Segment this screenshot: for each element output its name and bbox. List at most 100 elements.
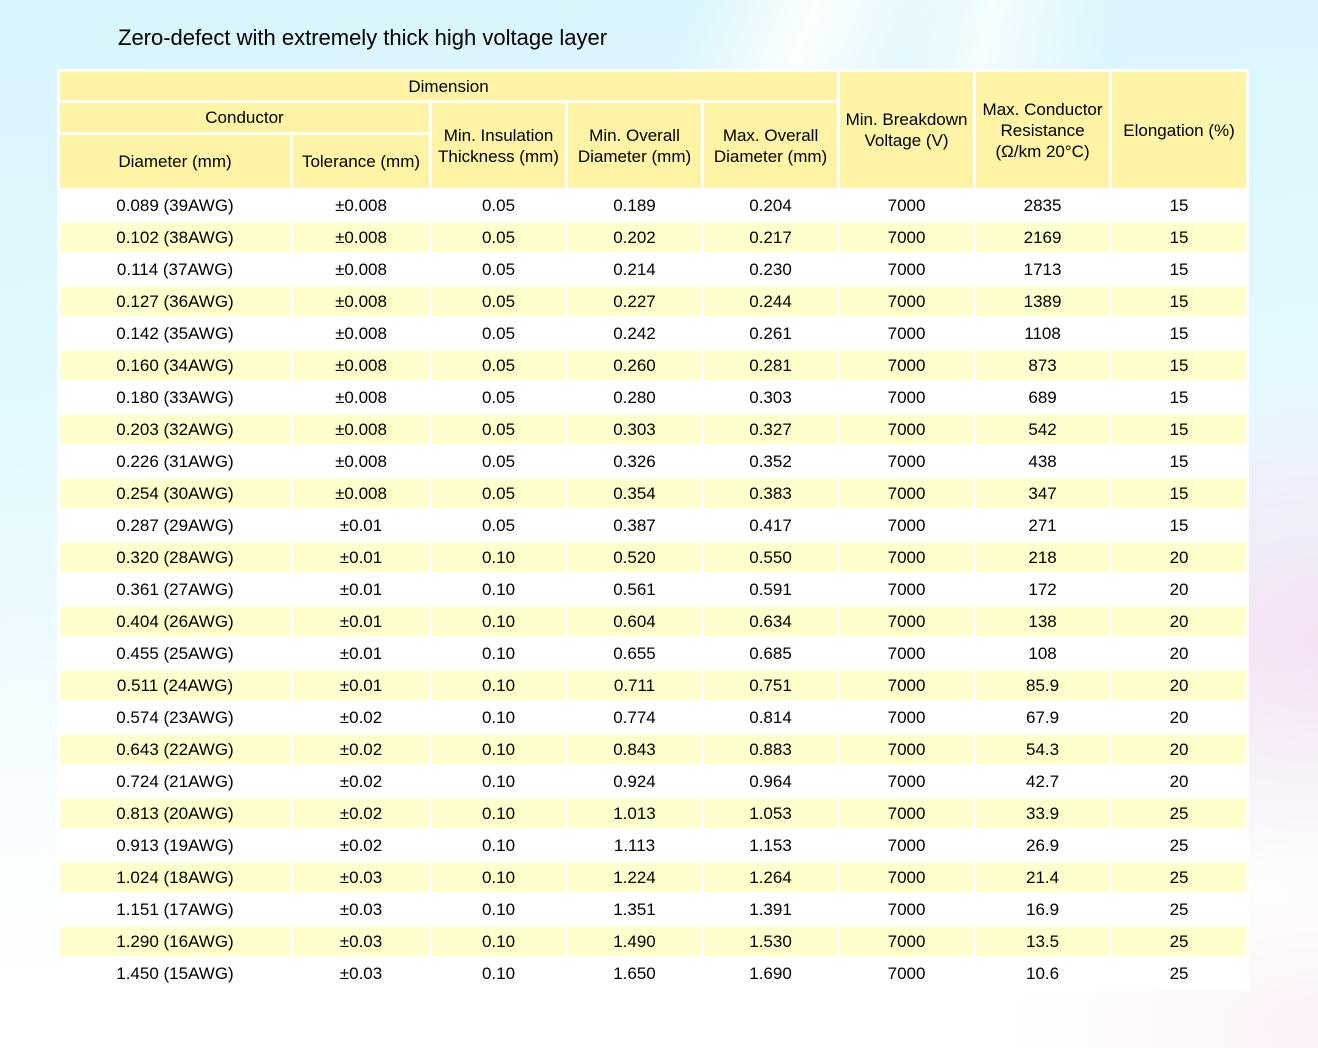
cell: 0.10 <box>432 959 565 988</box>
cell: 20 <box>1112 735 1247 764</box>
cell: ±0.02 <box>293 703 429 732</box>
header-conductor: Conductor <box>60 103 429 133</box>
cell: 7000 <box>840 927 974 956</box>
cell: 2835 <box>976 191 1110 220</box>
cell: 0.102 (38AWG) <box>60 223 290 252</box>
cell: 0.327 <box>704 415 838 444</box>
cell: 0.361 (27AWG) <box>60 575 290 604</box>
cell: 0.913 (19AWG) <box>60 831 290 860</box>
cell: 0.724 (21AWG) <box>60 767 290 796</box>
header-tolerance: Tolerance (mm) <box>293 135 429 188</box>
table-row: 0.254 (30AWG) ±0.008 0.05 0.354 0.383 7000 347… <box>60 479 1247 508</box>
cell: 1713 <box>976 255 1110 284</box>
cell: 0.964 <box>704 767 838 796</box>
cell: 1.391 <box>704 895 838 924</box>
table-row: 1.290 (16AWG) ±0.03 0.10 1.490 1.530 7000 13.5… <box>60 927 1247 956</box>
cell: 1.290 (16AWG) <box>60 927 290 956</box>
table-row: 1.024 (18AWG) ±0.03 0.10 1.224 1.264 7000 21.4… <box>60 863 1247 892</box>
cell: 15 <box>1112 287 1247 316</box>
cell: 0.10 <box>432 863 565 892</box>
cell: 0.226 (31AWG) <box>60 447 290 476</box>
table-row: 0.813 (20AWG) ±0.02 0.10 1.013 1.053 7000 33.9… <box>60 799 1247 828</box>
cell: 0.227 <box>568 287 701 316</box>
table-row: 0.455 (25AWG) ±0.01 0.10 0.655 0.685 7000 108 2… <box>60 639 1247 668</box>
cell: 7000 <box>840 511 974 540</box>
cell: ±0.01 <box>293 607 429 636</box>
cell: 67.9 <box>976 703 1110 732</box>
cell: 7000 <box>840 767 974 796</box>
cell: 0.05 <box>432 447 565 476</box>
cell: 0.114 (37AWG) <box>60 255 290 284</box>
cell: 0.287 (29AWG) <box>60 511 290 540</box>
cell: 0.10 <box>432 575 565 604</box>
cell: 20 <box>1112 767 1247 796</box>
cell: ±0.02 <box>293 831 429 860</box>
table-row: 0.089 (39AWG) ±0.008 0.05 0.189 0.204 7000 283… <box>60 191 1247 220</box>
cell: 7000 <box>840 255 974 284</box>
cell: 1.690 <box>704 959 838 988</box>
cell: 7000 <box>840 703 974 732</box>
cell: 138 <box>976 607 1110 636</box>
cell: 15 <box>1112 447 1247 476</box>
cell: 26.9 <box>976 831 1110 860</box>
cell: 7000 <box>840 895 974 924</box>
cell: 15 <box>1112 415 1247 444</box>
table-row: 0.203 (32AWG) ±0.008 0.05 0.303 0.327 7000 542… <box>60 415 1247 444</box>
cell: 7000 <box>840 543 974 572</box>
cell: 1.264 <box>704 863 838 892</box>
cell: 20 <box>1112 543 1247 572</box>
cell: 0.404 (26AWG) <box>60 607 290 636</box>
table-row: 0.102 (38AWG) ±0.008 0.05 0.202 0.217 7000 216… <box>60 223 1247 252</box>
cell: 0.230 <box>704 255 838 284</box>
cell: ±0.01 <box>293 575 429 604</box>
cell: 1.224 <box>568 863 701 892</box>
cell: 1.351 <box>568 895 701 924</box>
cell: 1.053 <box>704 799 838 828</box>
cell: 0.204 <box>704 191 838 220</box>
cell: 20 <box>1112 639 1247 668</box>
cell: 0.574 (23AWG) <box>60 703 290 732</box>
header-min-breakdown-voltage: Min. Breakdown Voltage (V) <box>840 72 974 188</box>
cell: 0.260 <box>568 351 701 380</box>
cell: 10.6 <box>976 959 1110 988</box>
cell: 0.10 <box>432 639 565 668</box>
cell: 2169 <box>976 223 1110 252</box>
cell: 0.202 <box>568 223 701 252</box>
cell: 20 <box>1112 575 1247 604</box>
cell: 7000 <box>840 639 974 668</box>
cell: 7000 <box>840 671 974 700</box>
cell: ±0.008 <box>293 447 429 476</box>
table-row: 0.913 (19AWG) ±0.02 0.10 1.113 1.153 7000 26.9… <box>60 831 1247 860</box>
cell: 7000 <box>840 319 974 348</box>
cell: 1389 <box>976 287 1110 316</box>
cell: ±0.02 <box>293 767 429 796</box>
cell: 0.10 <box>432 607 565 636</box>
cell: 7000 <box>840 383 974 412</box>
table-row: 0.574 (23AWG) ±0.02 0.10 0.774 0.814 7000 67.9… <box>60 703 1247 732</box>
cell: 0.550 <box>704 543 838 572</box>
cell: 7000 <box>840 191 974 220</box>
cell: 0.814 <box>704 703 838 732</box>
cell: 25 <box>1112 927 1247 956</box>
table-row: 0.114 (37AWG) ±0.008 0.05 0.214 0.230 7000 171… <box>60 255 1247 284</box>
table-row: 0.226 (31AWG) ±0.008 0.05 0.326 0.352 7000 438… <box>60 447 1247 476</box>
cell: 0.244 <box>704 287 838 316</box>
cell: ±0.01 <box>293 639 429 668</box>
cell: 0.354 <box>568 479 701 508</box>
cell: 0.303 <box>568 415 701 444</box>
cell: 1.113 <box>568 831 701 860</box>
cell: 0.089 (39AWG) <box>60 191 290 220</box>
cell: ±0.02 <box>293 735 429 764</box>
cell: 0.142 (35AWG) <box>60 319 290 348</box>
cell: 0.352 <box>704 447 838 476</box>
cell: 0.10 <box>432 799 565 828</box>
cell: 1.151 (17AWG) <box>60 895 290 924</box>
cell: ±0.03 <box>293 895 429 924</box>
header-row-3: Diameter (mm) Tolerance (mm) <box>60 135 1246 188</box>
table-row: 0.127 (36AWG) ±0.008 0.05 0.227 0.244 7000 138… <box>60 287 1247 316</box>
table-row: 0.361 (27AWG) ±0.01 0.10 0.561 0.591 7000 172 2… <box>60 575 1247 604</box>
cell: 0.180 (33AWG) <box>60 383 290 412</box>
cell: 15 <box>1112 319 1247 348</box>
cell: 0.320 (28AWG) <box>60 543 290 572</box>
cell: 7000 <box>840 287 974 316</box>
